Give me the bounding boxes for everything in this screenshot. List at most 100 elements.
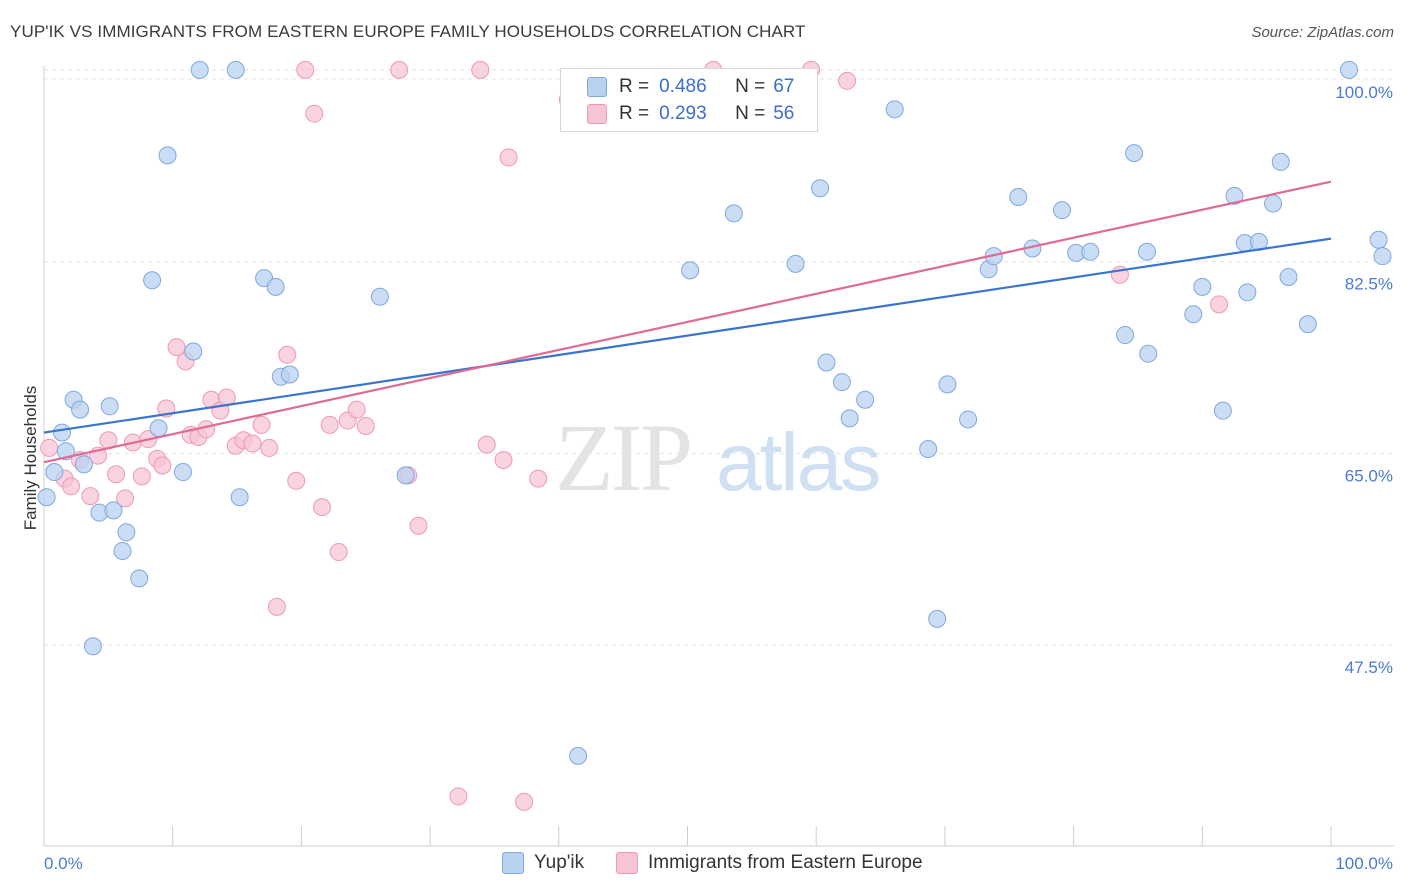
n-label: N = [735, 103, 766, 124]
series-legend: Yup'ik Immigrants from Eastern Europe [0, 852, 1406, 878]
gridlines [44, 69, 1394, 646]
data-point-yupik [681, 261, 700, 280]
data-point-eastern-europe [197, 420, 216, 439]
data-point-eastern-europe [132, 467, 151, 486]
data-point-eastern-europe [329, 543, 348, 562]
data-point-yupik [811, 179, 830, 198]
data-point-eastern-europe [529, 469, 548, 488]
series-yupik-points [37, 60, 1392, 765]
stats-row-eastern-europe: R = 0.293 N = 56 [587, 102, 794, 126]
legend-label: Immigrants from Eastern Europe [648, 852, 923, 873]
data-point-eastern-europe [153, 456, 172, 475]
data-point-yupik [919, 440, 938, 459]
data-point-eastern-europe [499, 148, 518, 167]
data-point-yupik [117, 523, 136, 542]
data-point-eastern-europe [107, 465, 126, 484]
data-point-yupik [74, 455, 93, 474]
data-point-yupik [1298, 315, 1317, 334]
data-point-yupik [266, 277, 285, 296]
data-point-yupik [1125, 144, 1144, 163]
r-label: R = [619, 103, 650, 124]
y-tick-label: 47.5% [1345, 658, 1393, 677]
data-point-yupik [1053, 201, 1072, 220]
data-point-eastern-europe [471, 60, 490, 79]
stats-legend: R = 0.486 N = 67 R = 0.293 N = 56 [560, 68, 818, 132]
data-point-eastern-europe [252, 415, 271, 434]
data-point-yupik [184, 342, 203, 361]
data-point-eastern-europe [409, 516, 428, 535]
axes [43, 66, 1394, 847]
trendlines [43, 180, 1332, 464]
data-point-eastern-europe [494, 450, 513, 469]
y-axis-label: Family Households [21, 386, 40, 531]
series-eastern-europe-points [40, 60, 1229, 811]
n-value: 67 [773, 76, 795, 97]
data-point-yupik [190, 60, 209, 79]
data-point-eastern-europe [62, 477, 81, 496]
data-point-yupik [928, 609, 947, 628]
data-point-eastern-europe [40, 438, 59, 457]
data-point-eastern-europe [838, 71, 857, 90]
legend-swatch-pink [587, 104, 607, 124]
data-point-yupik [1238, 283, 1257, 302]
data-point-yupik [37, 488, 56, 507]
data-point-yupik [1264, 194, 1283, 213]
data-point-yupik [1369, 230, 1388, 249]
y-tick-label: 65.0% [1345, 466, 1393, 485]
data-point-eastern-europe [267, 597, 286, 616]
legend-swatch-pink [616, 852, 638, 874]
data-point-yupik [230, 488, 249, 507]
n-value: 56 [773, 103, 795, 124]
watermark-atlas: atlas [716, 417, 879, 508]
data-point-yupik [840, 409, 859, 428]
data-point-eastern-europe [356, 417, 375, 436]
data-point-yupik [104, 501, 123, 520]
data-point-eastern-europe [305, 104, 324, 123]
data-point-yupik [832, 373, 851, 392]
y-tick-label: 100.0% [1335, 83, 1393, 102]
data-point-yupik [158, 146, 177, 165]
data-point-yupik [71, 400, 90, 419]
data-point-eastern-europe [1210, 295, 1229, 314]
data-point-yupik [1373, 247, 1392, 266]
data-point-yupik [53, 423, 72, 442]
data-point-yupik [396, 466, 415, 485]
data-point-yupik [1009, 187, 1028, 206]
data-point-yupik [149, 419, 168, 438]
data-point-yupik [1139, 344, 1158, 363]
data-point-eastern-europe [287, 471, 306, 490]
data-point-yupik [1137, 242, 1156, 261]
data-point-eastern-europe [390, 60, 409, 79]
data-point-yupik [1279, 267, 1298, 286]
tick-labels: 47.5% 65.0% 82.5% 100.0% 0.0% 100.0% [44, 83, 1393, 873]
data-point-yupik [83, 637, 102, 656]
data-point-eastern-europe [477, 435, 496, 454]
data-point-yupik [1193, 277, 1212, 296]
r-value: 0.486 [659, 76, 707, 97]
data-point-yupik [173, 463, 192, 482]
legend-swatch-blue [587, 77, 607, 97]
stats-row-yupik: R = 0.486 N = 67 [587, 75, 794, 99]
data-point-yupik [1271, 152, 1290, 171]
data-point-eastern-europe [243, 434, 262, 453]
trendline-yupik [43, 237, 1332, 434]
data-point-eastern-europe [312, 498, 331, 517]
data-point-eastern-europe [116, 489, 135, 508]
chart-title: YUP'IK VS IMMIGRANTS FROM EASTERN EUROPE… [10, 22, 806, 41]
legend-label: Yup'ik [534, 852, 585, 873]
data-point-yupik [938, 375, 957, 394]
watermark: ZIP atlas [555, 404, 881, 511]
r-label: R = [619, 76, 650, 97]
data-point-yupik [1184, 305, 1203, 324]
data-point-yupik [1225, 186, 1244, 205]
data-point-yupik [45, 463, 64, 482]
data-point-yupik [280, 365, 299, 384]
data-point-eastern-europe [347, 400, 366, 419]
y-tick-label: 82.5% [1345, 275, 1393, 294]
n-label: N = [735, 76, 766, 97]
legend-swatch-blue [502, 852, 524, 874]
data-point-eastern-europe [278, 345, 297, 364]
data-point-yupik [817, 353, 836, 372]
data-point-yupik [1116, 326, 1135, 345]
